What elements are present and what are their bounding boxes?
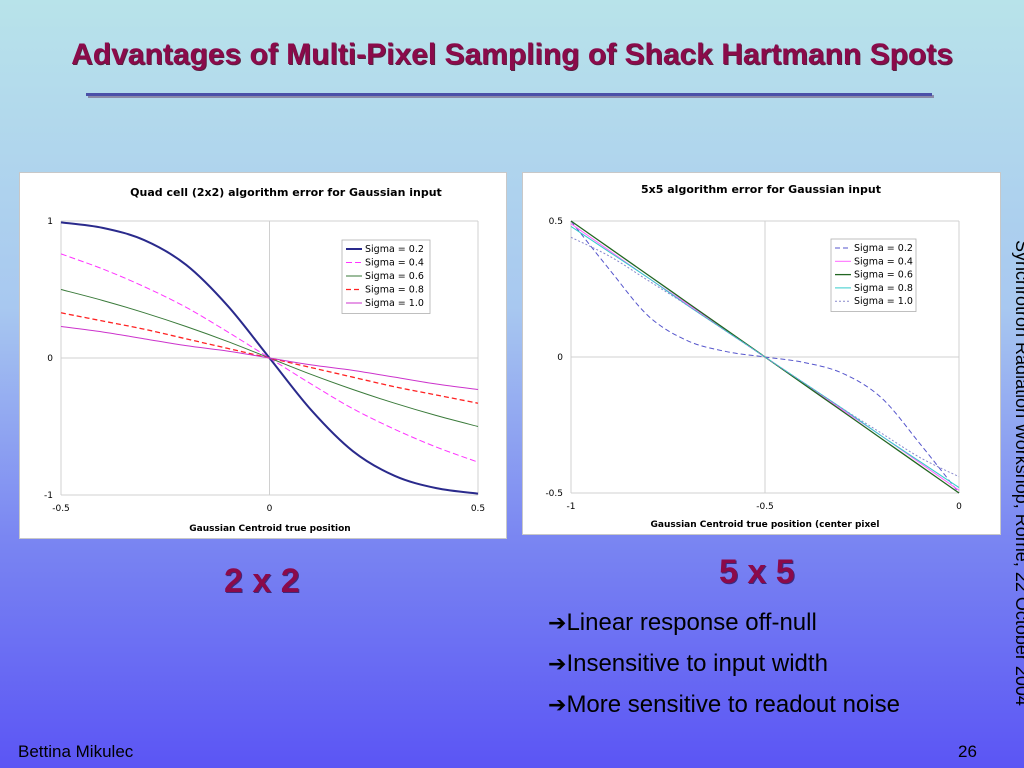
caption-2x2: 2 x 2 <box>224 562 300 600</box>
bullet-item: ➔Linear response off-null <box>548 604 900 645</box>
y-tick-label: 0 <box>557 353 563 363</box>
x-tick-label: 0 <box>267 504 273 514</box>
legend-entry: Sigma = 0.8 <box>365 285 424 296</box>
five-by-five-chart-panel: 5x5 algorithm error for Gaussian input -1… <box>522 172 1001 535</box>
series-line <box>570 236 960 478</box>
quad-cell-chart-panel: Quad cell (2x2) algorithm error for Gaus… <box>19 172 507 539</box>
legend-entry: Sigma = 0.8 <box>854 283 913 294</box>
advantages-list: ➔Linear response off-null ➔Insensitive t… <box>548 604 900 727</box>
arrow-right-icon: ➔ <box>548 611 567 636</box>
y-tick-label: 0 <box>47 354 53 364</box>
y-tick-label: 0.5 <box>549 217 563 227</box>
x-tick-label: -0.5 <box>756 502 774 512</box>
workshop-side-label: Synchrotron Radiation Workshop, Rome, 22… <box>1012 240 1024 706</box>
legend-entry: Sigma = 0.4 <box>365 258 424 269</box>
y-tick-label: -0.5 <box>545 489 563 499</box>
bullet-item: ➔Insensitive to input width <box>548 645 900 686</box>
author-footer: Bettina Mikulec <box>18 742 134 761</box>
quad-cell-chart: Quad cell (2x2) algorithm error for Gaus… <box>44 186 485 534</box>
legend-entry: Sigma = 0.4 <box>854 256 913 267</box>
series-line <box>60 312 479 404</box>
legend-entry: Sigma = 0.2 <box>854 243 913 254</box>
bullet-text: More sensitive to readout noise <box>566 691 900 718</box>
series-line <box>60 253 479 463</box>
bullet-text: Linear response off-null <box>566 609 817 636</box>
legend-entry: Sigma = 0.2 <box>365 244 424 255</box>
arrow-right-icon: ➔ <box>548 693 567 718</box>
x-tick-label: -1 <box>567 502 576 512</box>
page-number: 26 <box>958 742 977 761</box>
x-tick-label: -0.5 <box>52 504 70 514</box>
slide-title: Advantages of Multi-Pixel Sampling of Sh… <box>71 38 953 71</box>
series-line <box>60 325 479 391</box>
y-tick-label: -1 <box>44 491 53 501</box>
chart-title: Quad cell (2x2) algorithm error for Gaus… <box>130 186 442 199</box>
x-axis-label: Gaussian Centroid true position <box>189 524 350 534</box>
bullet-text: Insensitive to input width <box>566 650 828 677</box>
y-tick-label: 1 <box>47 217 53 227</box>
bullet-item: ➔More sensitive to readout noise <box>548 686 900 727</box>
caption-5x5: 5 x 5 <box>719 553 795 591</box>
legend-entry: Sigma = 0.6 <box>365 271 424 282</box>
legend-entry: Sigma = 1.0 <box>365 298 424 309</box>
arrow-right-icon: ➔ <box>548 652 567 677</box>
five-by-five-chart: 5x5 algorithm error for Gaussian input -1… <box>545 183 962 530</box>
x-axis-label: Gaussian Centroid true position (center … <box>650 520 879 530</box>
legend-box <box>341 239 431 314</box>
chart-title: 5x5 algorithm error for Gaussian input <box>641 183 881 196</box>
legend-entry: Sigma = 0.6 <box>854 270 913 281</box>
legend-entry: Sigma = 1.0 <box>854 296 913 307</box>
x-tick-label: 0 <box>956 502 962 512</box>
x-tick-label: 0.5 <box>471 504 485 514</box>
title-underline <box>86 93 932 96</box>
